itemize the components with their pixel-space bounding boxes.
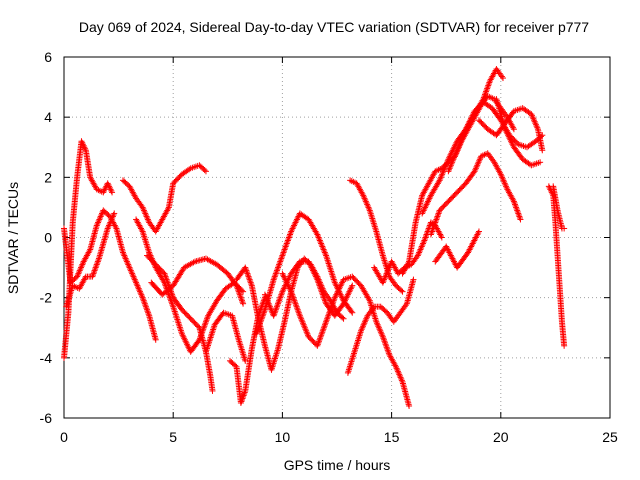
data-point: [340, 315, 347, 322]
data-point: [173, 313, 180, 320]
data-point: [109, 189, 116, 196]
data-point: [172, 311, 179, 318]
y-tick-label: 0: [44, 230, 52, 246]
data-point: [325, 260, 332, 267]
x-axis-ticks: [63, 57, 611, 418]
data-point: [325, 258, 332, 265]
y-tick-label: -2: [40, 290, 53, 306]
data-point: [111, 210, 118, 217]
data-point: [328, 268, 335, 275]
data-point: [206, 339, 213, 346]
x-tick-label: 5: [169, 429, 177, 445]
y-axis-title: SDTVAR / TECUs: [5, 182, 21, 294]
data-point: [209, 329, 216, 336]
data-point: [324, 257, 331, 264]
data-point: [207, 336, 214, 343]
data-point: [339, 314, 346, 321]
y-tick-label: -6: [40, 410, 53, 426]
x-tick-label: 25: [602, 429, 618, 445]
data-point: [330, 274, 337, 281]
data-point: [207, 334, 214, 341]
data-point: [349, 282, 356, 289]
x-axis-tick-labels: 0 5 10 15 20 25: [60, 429, 618, 445]
data-point: [186, 166, 193, 173]
data-point: [202, 168, 209, 175]
x-axis-title: GPS time / hours: [284, 457, 391, 473]
x-tick-label: 15: [384, 429, 400, 445]
data-point: [329, 271, 336, 278]
y-axis-ticks: [64, 56, 610, 419]
data-point: [349, 309, 356, 316]
data-point: [209, 387, 216, 394]
data-point: [152, 336, 159, 343]
data-point: [327, 265, 334, 272]
data-point: [295, 259, 302, 266]
data-point: [177, 325, 184, 332]
data-point: [175, 321, 182, 328]
data-point: [210, 326, 217, 333]
data-point: [326, 262, 333, 269]
data-point: [172, 310, 179, 317]
data-point: [205, 340, 212, 347]
data-point: [209, 328, 216, 335]
x-tick-label: 20: [493, 429, 509, 445]
data-point: [208, 331, 215, 338]
y-axis-tick-labels: -6 -4 -2 0 2 4 6: [40, 49, 53, 426]
data-point: [326, 263, 333, 270]
data-point: [329, 273, 336, 280]
data-point: [240, 300, 247, 307]
data-point: [171, 308, 178, 315]
data-point: [174, 316, 181, 323]
y-tick-label: -4: [40, 350, 53, 366]
data-points: [61, 66, 568, 409]
data-point: [175, 319, 182, 326]
data-point: [242, 357, 249, 364]
x-tick-label: 10: [275, 429, 291, 445]
data-point: [328, 270, 335, 277]
data-point: [327, 266, 334, 273]
data-point: [201, 167, 208, 174]
data-point: [174, 318, 181, 325]
data-point: [206, 337, 213, 344]
y-tick-label: 2: [44, 169, 52, 185]
y-tick-label: 4: [44, 109, 52, 125]
chart-title: Day 069 of 2024, Sidereal Day-to-day VTE…: [79, 19, 589, 35]
data-point: [348, 308, 355, 315]
data-point: [173, 314, 180, 321]
data-point: [176, 324, 183, 331]
data-point: [208, 332, 215, 339]
x-tick-label: 0: [60, 429, 68, 445]
y-tick-label: 6: [44, 49, 52, 65]
data-point: [171, 306, 178, 313]
data-point: [176, 322, 183, 329]
